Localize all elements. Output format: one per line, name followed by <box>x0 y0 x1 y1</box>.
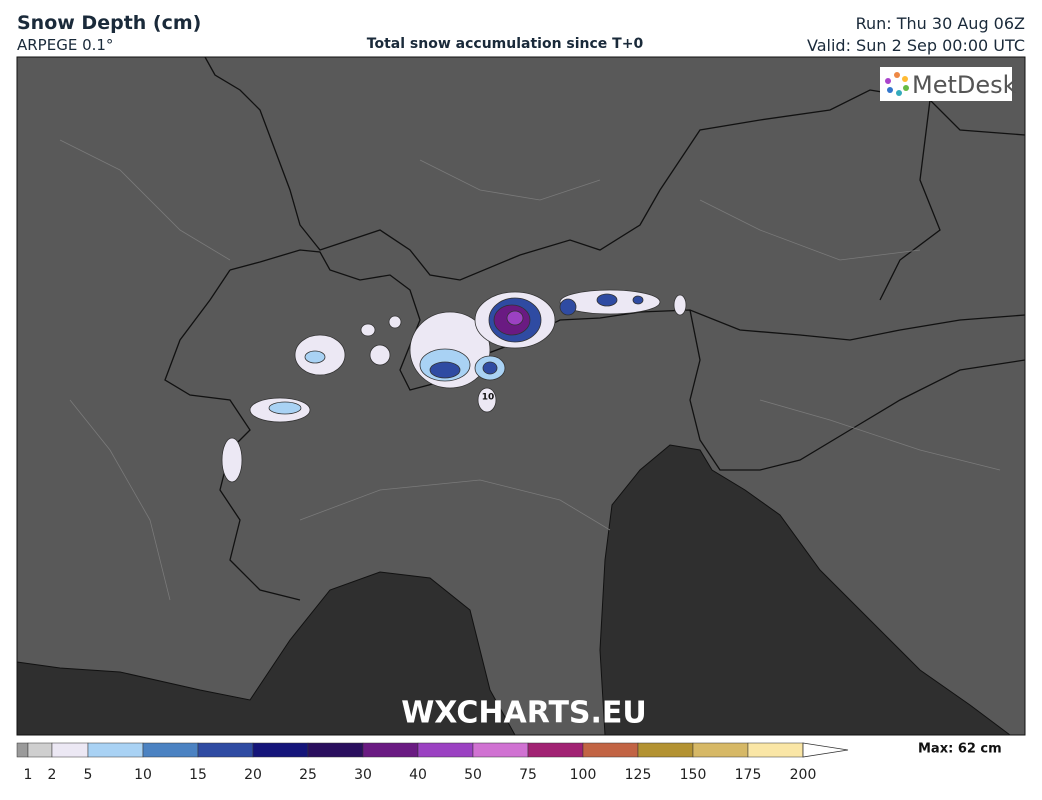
legend-swatch <box>692 742 749 758</box>
title: Snow Depth (cm) <box>17 12 202 34</box>
legend-label: 5 <box>84 767 93 783</box>
rivers <box>59 139 1001 601</box>
legend-label: 1 <box>24 767 33 783</box>
legend-label: 175 <box>735 767 762 783</box>
subtitle: Total snow accumulation since T+0 <box>366 36 644 52</box>
legend-swatch <box>417 742 474 758</box>
legend-label: 75 <box>519 767 537 783</box>
adriatic <box>599 444 1012 736</box>
legend-max: Max: 62 cm <box>918 742 1002 757</box>
logo-icon <box>885 72 909 96</box>
run: Run: Thu 30 Aug 06Z <box>855 14 1025 33</box>
legend-swatch <box>362 742 419 758</box>
legend-swatch <box>16 742 29 758</box>
sea <box>16 571 516 736</box>
legend-swatch <box>307 742 364 758</box>
logo: MetDesk <box>912 71 1017 99</box>
legend-swatch <box>472 742 529 758</box>
snow <box>221 289 687 483</box>
legend-label: 40 <box>409 767 427 783</box>
legend: 1 2 5 10 15 20 25 30 40 50 75 100 125 150 175 200 <box>16 742 849 783</box>
legend-label: 20 <box>244 767 262 783</box>
legend-swatch <box>197 742 254 758</box>
valid: Valid: Sun 2 Sep 00:00 UTC <box>807 36 1025 55</box>
legend-label: 30 <box>354 767 372 783</box>
contour-label: 10 <box>482 393 495 403</box>
model: ARPEGE 0.1° <box>17 36 114 54</box>
borders <box>164 56 1026 601</box>
legend-label: 10 <box>134 767 152 783</box>
legend-label: 200 <box>790 767 817 783</box>
watermark: WXCHARTS.EU <box>401 696 647 731</box>
legend-label: 2 <box>48 767 57 783</box>
legend-swatch <box>27 742 53 758</box>
legend-label: 25 <box>299 767 317 783</box>
legend-label: 15 <box>189 767 207 783</box>
legend-label: 150 <box>680 767 707 783</box>
legend-swatch <box>142 742 199 758</box>
legend-swatch <box>527 742 584 758</box>
legend-swatch <box>747 742 804 758</box>
land <box>16 56 1026 736</box>
legend-arrow <box>802 742 849 758</box>
legend-swatch <box>582 742 639 758</box>
legend-swatch <box>637 742 694 758</box>
legend-label: 125 <box>625 767 652 783</box>
legend-swatch <box>51 742 89 758</box>
legend-label: 100 <box>570 767 597 783</box>
legend-swatch <box>252 742 309 758</box>
legend-label: 50 <box>464 767 482 783</box>
legend-swatch <box>87 742 144 758</box>
logo-box <box>880 67 1012 101</box>
